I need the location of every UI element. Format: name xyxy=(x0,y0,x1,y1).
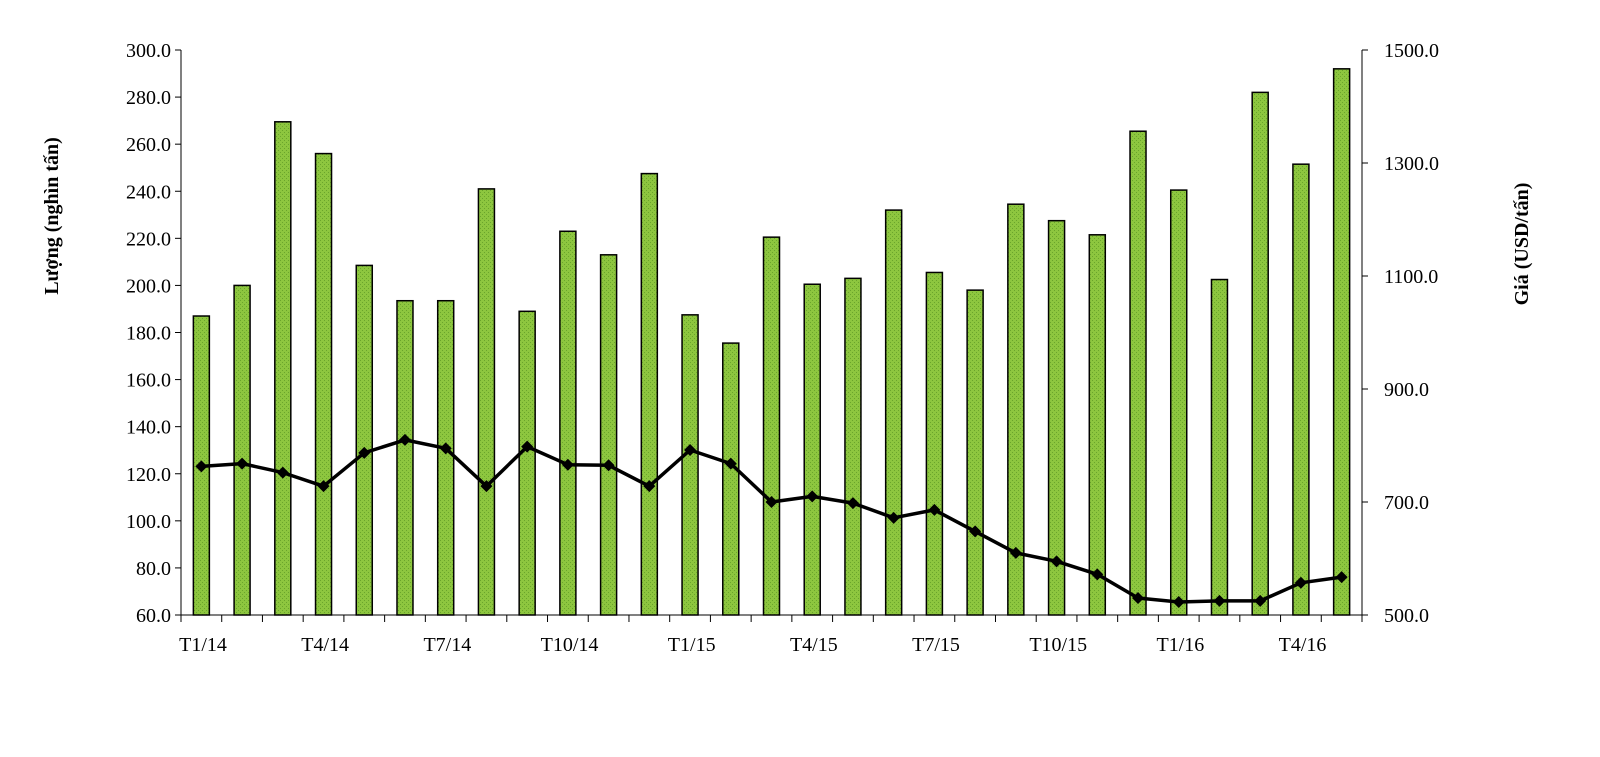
bar xyxy=(1251,91,1269,616)
left-tick-label: 60.0 xyxy=(136,605,171,627)
left-tick-label: 280.0 xyxy=(126,87,171,109)
x-tick-label: T4/16 xyxy=(1279,634,1327,656)
left-tick-label: 160.0 xyxy=(126,370,171,392)
right-tick-label: 1500.0 xyxy=(1384,40,1439,62)
line-point xyxy=(561,458,574,471)
left-tick-label: 80.0 xyxy=(136,558,171,580)
x-tick-label: T4/15 xyxy=(790,634,838,656)
line-point xyxy=(276,466,289,479)
right-axis-title: Giá (USD/tấn) xyxy=(1511,183,1533,306)
right-tick-label: 500.0 xyxy=(1384,605,1429,627)
bar xyxy=(844,277,862,616)
bar xyxy=(640,172,659,616)
line-point xyxy=(439,442,452,455)
left-tick-label: 200.0 xyxy=(126,275,171,297)
right-tick-label: 900.0 xyxy=(1384,379,1429,401)
line-point xyxy=(521,440,534,453)
bar xyxy=(436,299,455,616)
bar xyxy=(681,314,699,616)
bar xyxy=(803,283,821,616)
left-tick-label: 120.0 xyxy=(126,464,171,486)
line-point xyxy=(724,457,737,470)
line-point xyxy=(1091,568,1104,581)
line-point xyxy=(1294,576,1307,589)
bar xyxy=(314,152,333,616)
x-tick-label: T1/16 xyxy=(1156,634,1204,656)
bar xyxy=(355,264,374,616)
bar xyxy=(1332,68,1351,616)
x-tick-label: T4/14 xyxy=(301,634,349,656)
line-point xyxy=(1132,592,1145,605)
line-point xyxy=(684,444,697,457)
line-point xyxy=(846,497,859,510)
right-tick-label: 700.0 xyxy=(1384,492,1429,514)
x-tick-label: T1/14 xyxy=(179,634,227,656)
line-point xyxy=(887,511,900,524)
line-series xyxy=(195,433,1348,609)
line-point xyxy=(1213,594,1226,607)
line-point xyxy=(602,459,615,472)
x-axis: T1/14 T4/14 T7/14 T10/14 T1/15 T4/15 T7/15 T10/… xyxy=(179,614,1363,656)
right-tick-label: 1100.0 xyxy=(1384,266,1438,288)
line-point xyxy=(1172,596,1185,609)
left-tick-label: 100.0 xyxy=(126,511,171,533)
right-tick-label: 1300.0 xyxy=(1384,153,1439,175)
left-tick-label: 300.0 xyxy=(126,40,171,62)
left-tick-label: 180.0 xyxy=(126,323,171,345)
left-tick-label: 240.0 xyxy=(126,181,171,203)
line-point xyxy=(928,503,941,516)
bar xyxy=(1169,189,1188,616)
bar xyxy=(1210,278,1229,616)
line-point xyxy=(480,480,493,493)
x-tick-label: T10/15 xyxy=(1029,634,1087,656)
bar xyxy=(1292,163,1310,616)
bar xyxy=(722,342,740,616)
line-point xyxy=(806,490,819,503)
bar xyxy=(925,271,944,616)
line-point xyxy=(195,460,208,473)
bar xyxy=(1088,234,1107,616)
bar xyxy=(274,121,292,616)
x-tick-label: T10/14 xyxy=(541,634,599,656)
x-tick-label: T7/14 xyxy=(423,634,471,656)
line-point xyxy=(969,525,982,538)
bar xyxy=(518,310,536,616)
left-y-axis: 60.0 80.0 100.0 120.0 140.0 160.0 180.0 200.0 22… xyxy=(126,40,182,627)
bar xyxy=(477,188,496,616)
x-tick-label: T7/15 xyxy=(912,634,960,656)
bar xyxy=(884,209,903,616)
left-tick-label: 220.0 xyxy=(126,228,171,250)
line-point xyxy=(236,457,249,470)
left-tick-label: 140.0 xyxy=(126,417,171,439)
bar-series xyxy=(192,68,1351,616)
bar xyxy=(599,254,618,616)
bar xyxy=(1129,130,1147,616)
line-point xyxy=(1050,555,1063,568)
line-point xyxy=(1335,571,1348,584)
left-axis-title: Lượng (nghìn tấn) xyxy=(41,137,63,295)
bar xyxy=(762,236,781,616)
line-point xyxy=(1009,546,1022,559)
bar xyxy=(966,289,984,616)
bar xyxy=(233,284,251,616)
line-point xyxy=(643,480,656,493)
x-tick-label: T1/15 xyxy=(668,634,716,656)
right-y-axis: 500.0 700.0 900.0 1100.0 1300.0 1500.0 xyxy=(1361,40,1439,627)
line-point xyxy=(317,480,330,493)
left-tick-label: 260.0 xyxy=(126,134,171,156)
line-point xyxy=(1254,594,1267,607)
line-point xyxy=(358,446,371,459)
bar xyxy=(396,299,414,616)
bar xyxy=(559,230,577,616)
line-point xyxy=(765,496,778,508)
line-point xyxy=(398,433,411,446)
